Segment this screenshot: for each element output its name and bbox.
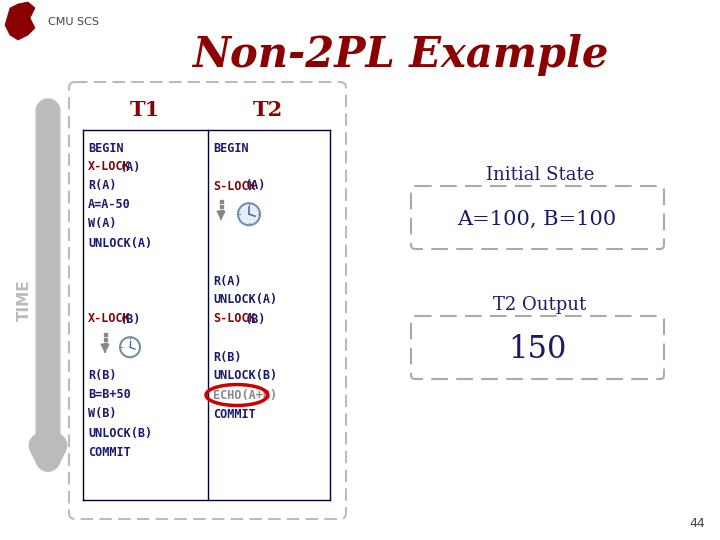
Text: UNLOCK(A): UNLOCK(A) [88,237,152,249]
Text: BEGIN: BEGIN [88,141,124,154]
Bar [104,338,107,341]
Text: T2: T2 [253,100,283,120]
Text: A=100, B=100: A=100, B=100 [457,210,616,228]
Text: (B): (B) [120,313,141,326]
Text: (B): (B) [245,313,266,326]
Text: A=A-50: A=A-50 [88,199,131,212]
Text: R(B): R(B) [213,350,241,363]
Bar [104,343,107,346]
Text: UNLOCK(A): UNLOCK(A) [213,294,277,307]
FancyBboxPatch shape [411,316,664,379]
Text: TIME: TIME [17,279,32,321]
Text: X-LOCK: X-LOCK [88,313,131,326]
Text: S-LOCK: S-LOCK [213,179,256,192]
Text: W(A): W(A) [88,218,117,231]
Bar [220,200,222,202]
Text: BEGIN: BEGIN [213,141,248,154]
Text: ECHO(A+B): ECHO(A+B) [213,388,277,402]
FancyBboxPatch shape [69,82,346,519]
FancyBboxPatch shape [411,186,664,249]
Text: COMMIT: COMMIT [213,408,256,421]
Text: R(B): R(B) [88,369,117,382]
Text: Initial State: Initial State [486,166,594,184]
Text: R(A): R(A) [88,179,117,192]
Text: S-LOCK: S-LOCK [213,313,256,326]
Text: UNLOCK(B): UNLOCK(B) [213,369,277,382]
Circle shape [120,337,140,357]
Text: B=B+50: B=B+50 [88,388,131,402]
Text: W(B): W(B) [88,408,117,421]
Text: T2 Output: T2 Output [493,296,587,314]
Bar [220,210,222,213]
PathPatch shape [5,2,35,40]
Text: (A): (A) [245,179,266,192]
Text: Non-2PL Example: Non-2PL Example [192,34,608,76]
Text: UNLOCK(B): UNLOCK(B) [88,427,152,440]
Text: 44: 44 [689,517,705,530]
Text: COMMIT: COMMIT [88,446,131,458]
Text: CMU SCS: CMU SCS [48,17,99,27]
Text: (A): (A) [120,160,141,173]
Text: R(A): R(A) [213,274,241,287]
Text: X-LOCK: X-LOCK [88,160,131,173]
Bar [104,333,107,336]
Bar [220,205,222,208]
Text: T1: T1 [130,100,160,120]
Circle shape [238,203,260,225]
Text: 150: 150 [508,334,566,364]
